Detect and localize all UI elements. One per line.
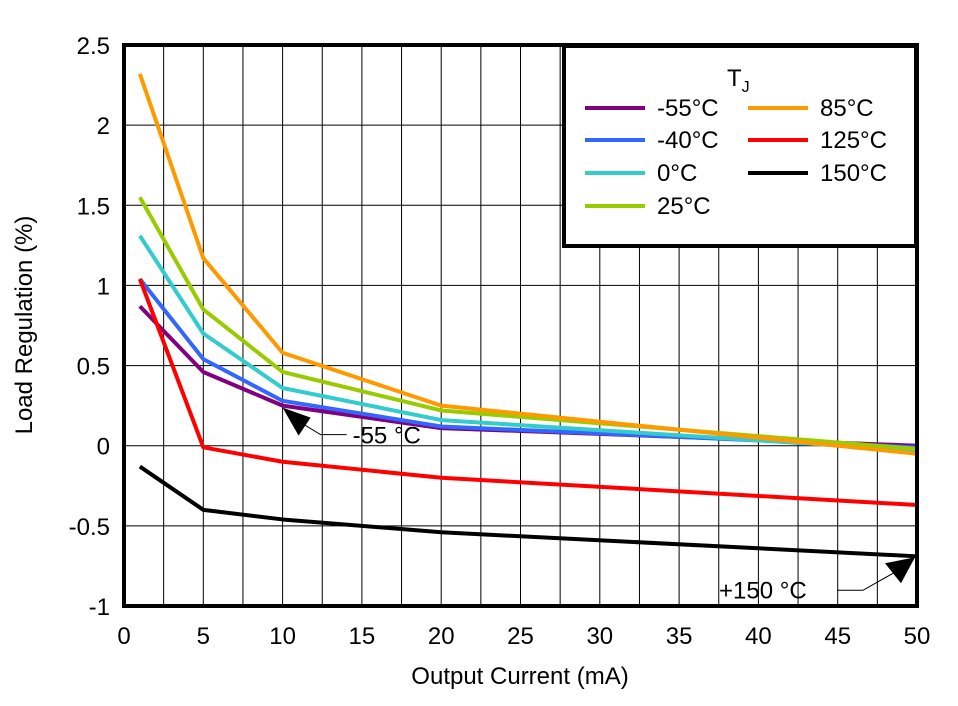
legend-label: 25°C xyxy=(657,193,711,220)
annotation-arrowhead xyxy=(282,407,311,436)
legend-label: -55°C xyxy=(657,95,719,122)
x-tick-labels: 0 5 10 15 20 25 30 35 40 45 50 xyxy=(117,623,930,650)
series-line xyxy=(138,234,918,453)
x-tick-label: 20 xyxy=(428,623,455,650)
legend: TJ -55°C -40°C 0°C 25°C 85°C 125°C 150°C xyxy=(562,44,918,248)
legend-label: -40°C xyxy=(657,127,719,154)
series-line xyxy=(138,464,918,559)
y-tick-label: 1.5 xyxy=(77,193,110,220)
x-tick-label: 10 xyxy=(269,623,296,650)
x-tick-label: 50 xyxy=(904,623,931,650)
y-axis-label: Load Regulation (%) xyxy=(11,216,38,435)
plot-frame xyxy=(122,43,919,608)
legend-title: TJ xyxy=(727,65,750,96)
x-tick-label: 45 xyxy=(824,623,851,650)
y-tick-label: -0.5 xyxy=(69,514,110,541)
annotations: -55 °C +150 °C xyxy=(282,407,915,604)
annotation-arrowhead xyxy=(885,557,915,584)
series-line xyxy=(137,73,918,456)
y-tick-label: 0 xyxy=(97,434,110,461)
annotation-leader xyxy=(837,572,894,591)
annotation-label: -55 °C xyxy=(353,423,421,450)
x-tick-label: 0 xyxy=(117,623,130,650)
annotation-leader xyxy=(302,423,347,436)
x-tick-label: 30 xyxy=(586,623,613,650)
series-line xyxy=(138,277,918,450)
y-tick-labels: -1 -0.5 0 0.5 1 1.5 2 2.5 xyxy=(69,33,110,621)
series-line xyxy=(137,278,918,508)
x-tick-label: 40 xyxy=(745,623,772,650)
y-tick-label: 0.5 xyxy=(77,354,110,381)
y-tick-label: 2 xyxy=(97,113,110,140)
x-axis-label: Output Current (mA) xyxy=(411,663,628,690)
legend-label: 125°C xyxy=(820,127,887,154)
series-lines xyxy=(137,73,918,559)
legend-label: 0°C xyxy=(657,160,697,187)
x-tick-label: 25 xyxy=(507,623,534,650)
x-tick-label: 5 xyxy=(197,623,210,650)
legend-label: 85°C xyxy=(820,95,874,122)
x-tick-label: 15 xyxy=(349,623,376,650)
y-tick-label: -1 xyxy=(89,594,110,621)
legend-label: 150°C xyxy=(820,160,887,187)
y-tick-label: 2.5 xyxy=(77,33,110,60)
annotation-label: +150 °C xyxy=(719,577,807,604)
y-tick-label: 1 xyxy=(97,273,110,300)
x-tick-label: 35 xyxy=(666,623,693,650)
legend-box xyxy=(562,44,918,248)
